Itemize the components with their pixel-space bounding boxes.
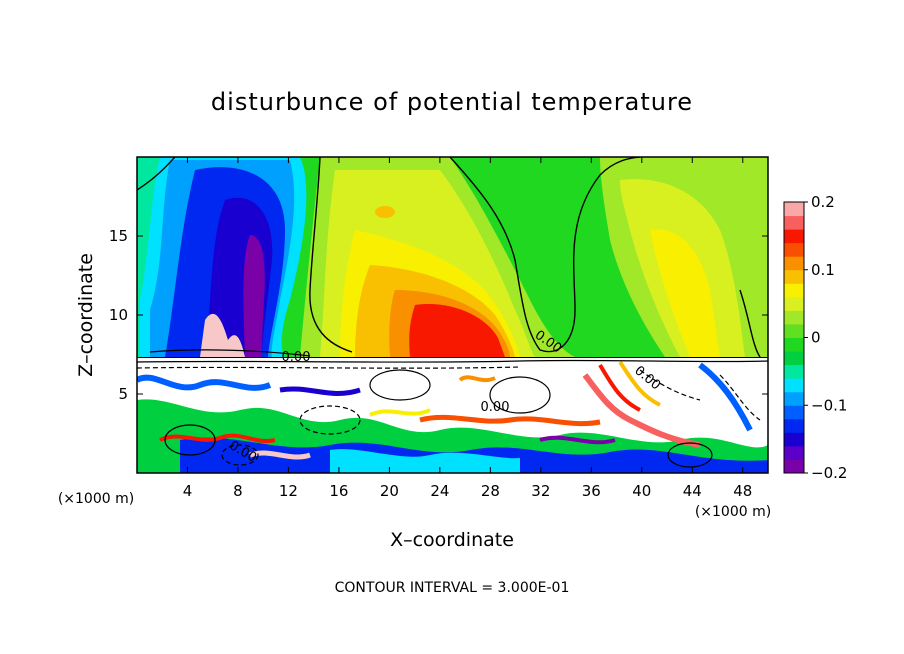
colorbar-swatch — [784, 323, 804, 338]
colorbar-swatch — [784, 283, 804, 298]
colorbar-swatch — [784, 364, 804, 379]
x-tick-label: 32 — [531, 482, 550, 500]
x-unit-right: (×1000 m) — [695, 504, 771, 520]
contour-label: 0.00 — [282, 350, 311, 365]
x-tick-label: 4 — [183, 482, 193, 500]
y-axis-label: Z–coordinate — [75, 253, 97, 377]
x-tick-label: 24 — [430, 482, 449, 500]
colorbar-swatch — [784, 405, 804, 420]
colorbar-swatch — [784, 310, 804, 325]
x-tick-label: 8 — [233, 482, 243, 500]
x-axis-label: X–coordinate — [390, 529, 514, 551]
x-tick-label: 28 — [481, 482, 500, 500]
colorbar-tick-label: 0 — [811, 329, 821, 347]
y-tick-label: 15 — [109, 227, 128, 245]
x-unit-left: (×1000 m) — [58, 491, 134, 507]
colorbar-ticks: 0.2 0.1 0 −0.1 −0.2 — [804, 193, 847, 482]
colorbar-swatch — [784, 242, 804, 257]
colorbar — [784, 202, 804, 474]
y-axis: 5 10 15 — [109, 227, 768, 403]
colorbar-swatch — [784, 202, 804, 217]
contour-label: 0.00 — [481, 400, 510, 415]
x-tick-label: 20 — [380, 482, 399, 500]
x-tick-label: 48 — [733, 482, 752, 500]
colorbar-swatch — [784, 432, 804, 447]
x-tick-label: 44 — [683, 482, 702, 500]
colorbar-swatch — [784, 215, 804, 230]
x-tick-label: 12 — [279, 482, 298, 500]
colorbar-swatch — [784, 445, 804, 460]
y-tick-label: 10 — [109, 306, 128, 324]
colorbar-swatch — [784, 229, 804, 244]
colorbar-swatch — [784, 351, 804, 366]
colorbar-swatch — [784, 256, 804, 271]
colorbar-swatch — [784, 296, 804, 311]
chart-title: disturbunce of potential temperature — [211, 88, 693, 116]
heatmap-field — [137, 157, 768, 473]
colorbar-swatch — [784, 378, 804, 393]
colorbar-tick-label: −0.1 — [811, 396, 847, 414]
x-axis: 4 8 12 16 20 24 28 32 36 40 44 48 — [183, 157, 752, 500]
y-tick-label: 5 — [118, 385, 128, 403]
colorbar-tick-label: 0.2 — [811, 193, 835, 211]
colorbar-tick-label: −0.2 — [811, 464, 847, 482]
colorbar-swatch — [784, 418, 804, 433]
contour-interval-note: CONTOUR INTERVAL = 3.000E-01 — [335, 580, 570, 596]
colorbar-tick-label: 0.1 — [811, 261, 835, 279]
x-tick-label: 40 — [632, 482, 651, 500]
colorbar-swatch — [784, 391, 804, 406]
x-tick-label: 36 — [582, 482, 601, 500]
colorbar-swatch — [784, 459, 804, 474]
x-tick-label: 16 — [329, 482, 348, 500]
colorbar-swatch — [784, 337, 804, 352]
colorbar-swatch — [784, 269, 804, 284]
